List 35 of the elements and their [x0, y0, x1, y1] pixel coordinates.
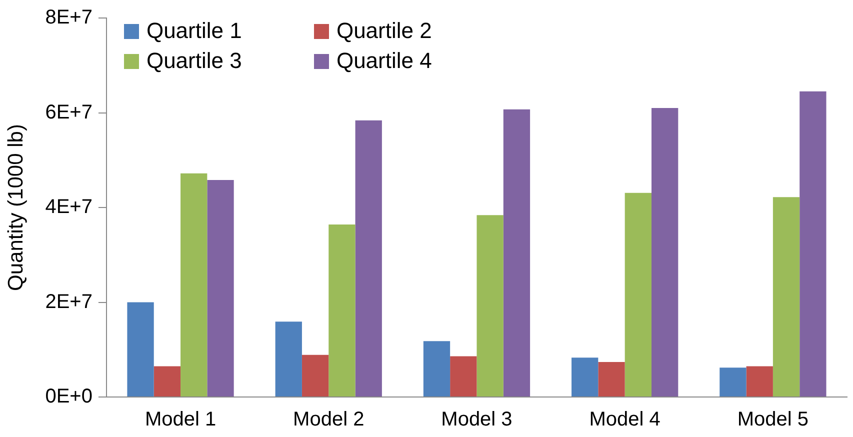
- bar: [772, 197, 800, 396]
- bar: [624, 192, 652, 396]
- y-axis-title: Quantity (1000 lb): [4, 124, 28, 291]
- bar: [598, 362, 625, 396]
- bar: [652, 108, 678, 396]
- bar: [328, 224, 356, 396]
- y-tick-label: 0E+0: [45, 386, 92, 408]
- bar: [800, 91, 826, 396]
- legend-label: Quartile 2: [336, 18, 432, 44]
- bar: [503, 109, 530, 396]
- bar: [450, 356, 477, 396]
- x-tick-label: Model 3: [441, 408, 512, 431]
- bar: [423, 341, 450, 396]
- x-tick-label: Model 2: [293, 408, 364, 431]
- bar: [572, 358, 598, 396]
- bar: [476, 215, 504, 396]
- x-tick-label: Model 1: [144, 408, 216, 431]
- bar: [746, 366, 773, 396]
- x-tick-label: Model 4: [589, 408, 660, 431]
- x-tick-label: Model 5: [737, 408, 809, 431]
- y-tick-label: 4E+7: [45, 196, 92, 218]
- bar: [275, 322, 302, 396]
- legend-label: Quartile 3: [146, 48, 242, 74]
- bar: [154, 366, 181, 396]
- bar: [180, 173, 208, 396]
- bar: [302, 354, 329, 396]
- bar: [720, 368, 746, 396]
- legend-label: Quartile 1: [146, 18, 242, 44]
- y-tick-label: 2E+7: [45, 290, 92, 313]
- bar: [127, 302, 154, 396]
- bar: [355, 120, 382, 396]
- bar: [207, 180, 234, 396]
- y-tick-label: 8E+7: [45, 6, 92, 29]
- y-tick-label: 6E+7: [45, 101, 92, 124]
- legend-label: Quartile 4: [336, 48, 432, 74]
